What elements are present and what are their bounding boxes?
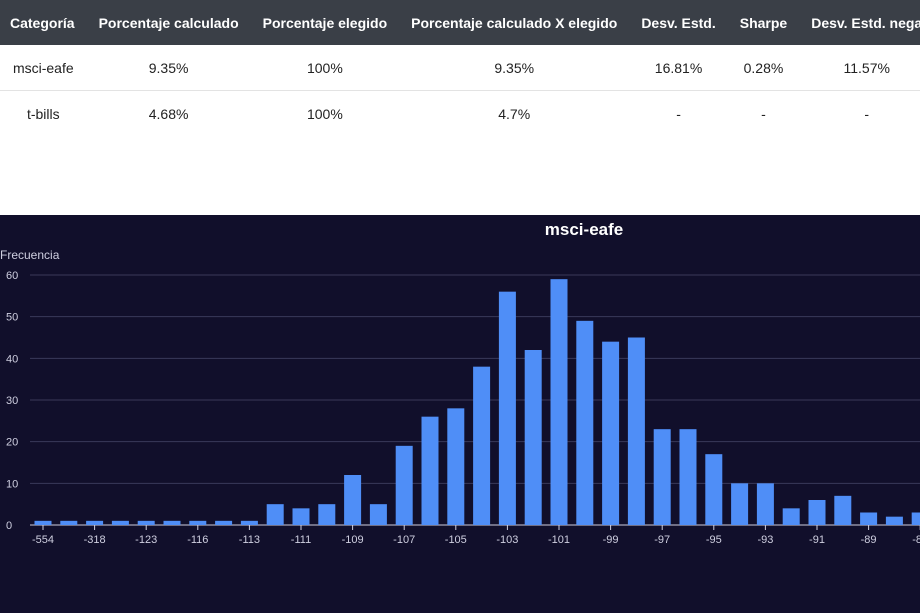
table-cell: 16.81% [654,59,703,76]
x-tick-label: -101 [548,534,570,546]
histogram-bar[interactable] [602,341,620,525]
histogram-bar[interactable] [473,366,491,525]
histogram-bar[interactable] [189,520,207,525]
category-cell: t-bills [26,105,60,122]
x-tick-label: -91 [809,534,825,546]
table-cell: 0.28% [743,59,784,76]
x-tick-label: -318 [84,534,106,546]
x-tick-label: -95 [706,534,722,546]
table-cell: - [676,105,681,122]
chart-title: msci-eafe [545,220,623,239]
table-header-row: Categoría Porcentaje calculado Porcentaje … [0,0,920,45]
results-table: Categoría Porcentaje calculado Porcentaje … [0,0,920,136]
histogram-bar[interactable] [60,520,78,525]
histogram-bar[interactable] [395,445,413,525]
x-tick-label: -103 [496,534,518,546]
table-cell: - [761,105,766,122]
histogram-chart: msci-eafe Frecuencia 0 10 20 30 40 50 60 -554-… [0,215,920,613]
y-tick-label: 40 [6,353,18,365]
histogram-bar[interactable] [834,495,852,525]
histogram-bar[interactable] [653,429,671,525]
histogram-bar[interactable] [627,337,645,526]
y-tick-label: 0 [6,520,12,532]
histogram-bar[interactable] [705,454,723,525]
table-cell: 9.35% [148,59,189,76]
column-header: Categoría [10,14,75,31]
bars-layer [34,279,920,526]
histogram-bar[interactable] [137,520,155,525]
column-header: Porcentaje calculado X elegido [411,14,618,31]
x-tick-label: -554 [32,534,54,546]
y-tick-label: 10 [6,478,18,490]
y-tick-label: 50 [6,312,18,324]
histogram-bar[interactable] [266,504,284,525]
histogram-bar[interactable] [344,475,362,525]
table-cell: 11.57% [843,59,890,76]
x-tick-label: -93 [757,534,773,546]
table-body: msci-eafe 9.35% 100% 9.35% 16.81% 0.28% 11.57%… [0,45,920,136]
column-header: Sharpe [739,14,788,31]
x-tick-label: -97 [654,534,670,546]
x-tick-label: -99 [603,534,619,546]
table-cell: 100% [306,59,343,76]
column-header: Porcentaje calculado [98,14,239,31]
x-tick-label: -116 [187,534,208,546]
histogram-bar[interactable] [215,520,233,525]
x-tick-label: -123 [135,534,157,546]
histogram-bar[interactable] [421,416,439,525]
histogram-bar[interactable] [318,504,336,525]
y-tick-label: 60 [6,270,18,282]
histogram-bar[interactable] [679,429,697,525]
x-tick-label: -105 [445,534,467,546]
table-row: t-bills 4.68% 100% 4.7% - - - [0,91,920,137]
histogram-bar[interactable] [34,520,52,525]
x-tick-label: -89 [861,534,877,546]
column-header: Desv. Estd. [641,14,716,31]
column-header: Desv. Estd. nega [811,14,920,31]
y-tick-label: 20 [6,437,18,449]
table-cell: 4.7% [498,105,531,122]
x-tick-label: -87 [912,534,920,546]
x-tick-label: -111 [291,534,311,546]
histogram-bar[interactable] [163,520,181,525]
histogram-bar[interactable] [369,504,387,525]
histogram-bar[interactable] [524,350,542,525]
histogram-bar[interactable] [576,320,594,525]
table-cell: 100% [306,105,343,122]
histogram-bar[interactable] [911,512,920,526]
table-header: Categoría Porcentaje calculado Porcentaje … [0,0,920,45]
table-cell: - [864,105,870,122]
axis-layer: -554 -318 -123 -116 -113 -111 -109 -107 -105 -103… [32,525,920,546]
histogram-bar[interactable] [782,508,800,525]
histogram-bar[interactable] [86,520,104,525]
histogram-bar[interactable] [292,508,310,525]
histogram-bar[interactable] [756,483,774,525]
histogram-bar[interactable] [240,520,258,525]
histogram-bar[interactable] [498,291,516,525]
histogram-bar[interactable] [808,500,826,525]
table-cell: 4.68% [148,105,189,122]
x-tick-label: -113 [239,534,260,546]
histogram-bar[interactable] [550,279,568,525]
column-header: Porcentaje elegido [262,14,388,31]
histogram-bar[interactable] [447,408,465,525]
category-cell: msci-eafe [12,59,74,76]
y-tick-label: 30 [6,395,18,407]
y-axis-label: Frecuencia [0,248,60,262]
table-cell: 9.35% [494,59,535,76]
histogram-bar[interactable] [885,516,903,525]
table-row: msci-eafe 9.35% 100% 9.35% 16.81% 0.28% 11.57% [0,45,920,91]
results-table-panel: Categoría Porcentaje calculado Porcentaje … [0,0,920,215]
histogram-bar[interactable] [731,483,749,525]
x-tick-label: -109 [342,534,364,546]
histogram-bar[interactable] [111,520,129,525]
histogram-bar[interactable] [860,512,878,526]
x-tick-label: -107 [393,534,415,546]
